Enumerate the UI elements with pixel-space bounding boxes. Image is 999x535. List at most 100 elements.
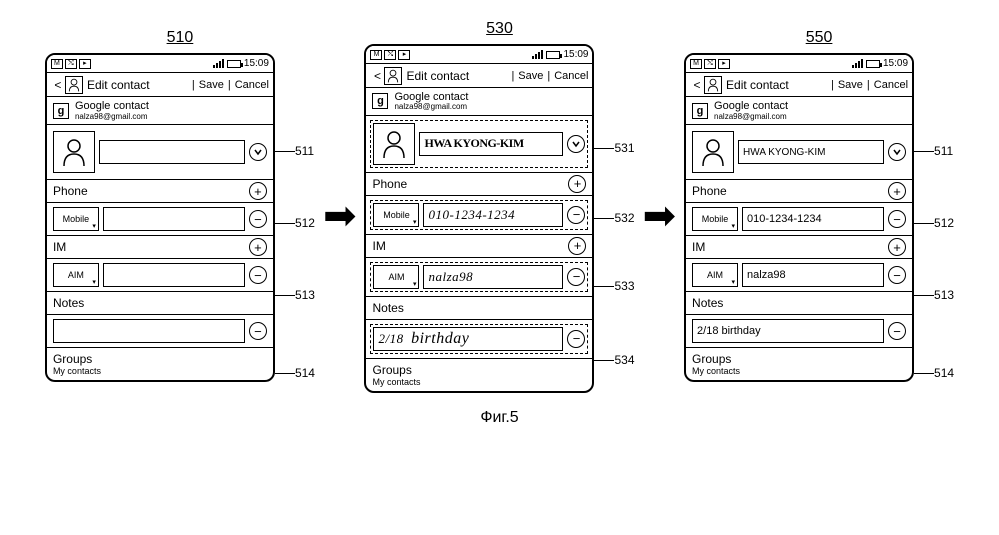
im-input[interactable]: nalza98 <box>742 263 884 287</box>
save-button[interactable]: Save <box>518 70 543 82</box>
im-input[interactable] <box>103 263 245 287</box>
add-im-button[interactable]: + <box>249 238 267 256</box>
back-button[interactable]: < <box>690 78 704 92</box>
screen-a-group: 510 M ⤭ ▸ 15:09 < <box>45 29 315 383</box>
groups-value: My contacts <box>53 366 267 376</box>
phone-handwrite-area[interactable]: Mobile 010-1234-1234 − <box>370 200 588 230</box>
avatar-icon[interactable] <box>373 123 415 165</box>
remove-im-button[interactable]: − <box>249 266 267 284</box>
name-row: HWA KYONG-KIM <box>686 125 912 180</box>
notes-input[interactable] <box>53 319 245 343</box>
im-section: IM + AIM nalza98 − <box>686 236 912 292</box>
expand-button[interactable] <box>567 135 585 153</box>
callout-b-1: 531 <box>614 141 634 155</box>
save-button[interactable]: Save <box>838 79 863 91</box>
notes-label: Notes <box>692 296 723 310</box>
avatar-mini-icon <box>65 76 83 94</box>
callouts-b: 531 532 533 534 <box>594 44 634 370</box>
callout-c-1: 511 <box>934 144 953 158</box>
im-label: IM <box>372 239 385 253</box>
callout-a-4: 514 <box>295 366 315 380</box>
notes-section: Notes 2/18 birthday − <box>686 292 912 348</box>
remove-phone-button[interactable]: − <box>567 206 585 224</box>
expand-button[interactable] <box>249 143 267 161</box>
phone-label: Phone <box>53 184 88 198</box>
battery-icon <box>546 51 560 59</box>
im-type-select[interactable]: AIM <box>692 263 738 287</box>
screen-c-group: 550 M ⤭ ▸ 15:09 < <box>684 29 954 383</box>
remove-notes-button[interactable]: − <box>567 330 585 348</box>
google-badge-icon: g <box>692 103 708 119</box>
add-im-button[interactable]: + <box>888 238 906 256</box>
notes-text: birthday <box>411 330 469 348</box>
phone-section: Phone + Mobile − <box>47 180 273 236</box>
expand-button[interactable] <box>888 143 906 161</box>
phone-input[interactable] <box>103 207 245 231</box>
phone-input[interactable]: 010-1234-1234 <box>423 203 563 227</box>
groups-label: Groups <box>53 352 267 366</box>
save-button[interactable]: Save <box>199 79 224 91</box>
status-bar: M ⤭ ▸ 15:09 <box>47 55 273 73</box>
add-im-button[interactable]: + <box>568 237 586 255</box>
play-icon: ▸ <box>398 50 410 60</box>
account-email: nalza98@gmail.com <box>714 113 788 122</box>
notes-input[interactable]: 2/18 birthday <box>692 319 884 343</box>
im-section: IM + AIM − <box>47 236 273 292</box>
back-button[interactable]: < <box>51 78 65 92</box>
figure-caption: Фиг.5 <box>20 409 979 427</box>
header-title: Edit contact <box>87 78 190 92</box>
remove-im-button[interactable]: − <box>567 268 585 286</box>
arrow-icon: ➡ <box>643 196 677 236</box>
back-button[interactable]: < <box>370 69 384 83</box>
remove-im-button[interactable]: − <box>888 266 906 284</box>
phone-type-select[interactable]: Mobile <box>692 207 738 231</box>
name-handwrite-area[interactable]: HWA KYONG-KIM <box>370 120 588 168</box>
avatar-icon[interactable] <box>692 131 734 173</box>
callouts-c: 511 512 513 514 <box>914 53 954 383</box>
im-label: IM <box>692 240 705 254</box>
screen-c-label: 550 <box>806 29 833 47</box>
notes-date: 2/18 <box>378 331 403 347</box>
account-email: nalza98@gmail.com <box>394 103 468 112</box>
add-phone-button[interactable]: + <box>888 182 906 200</box>
im-type-select[interactable]: AIM <box>53 263 99 287</box>
groups-section: Groups My contacts <box>366 359 592 391</box>
cancel-button[interactable]: Cancel <box>874 79 908 91</box>
signal-icon <box>532 50 543 59</box>
phone-type-select[interactable]: Mobile <box>373 203 419 227</box>
groups-label: Groups <box>372 363 586 377</box>
battery-icon <box>866 60 880 68</box>
notes-handwrite-area[interactable]: 2/18 birthday − <box>370 324 588 354</box>
screen-b-group: 530 M ⤭ ▸ 15:09 < <box>364 20 634 393</box>
groups-label: Groups <box>692 352 906 366</box>
phone-type-select[interactable]: Mobile <box>53 207 99 231</box>
name-input[interactable] <box>99 140 245 164</box>
sync-icon: ⤭ <box>65 59 77 69</box>
remove-phone-button[interactable]: − <box>888 210 906 228</box>
name-row <box>47 125 273 180</box>
notes-input[interactable]: 2/18 birthday <box>373 327 563 351</box>
add-phone-button[interactable]: + <box>249 182 267 200</box>
sync-icon: ⤭ <box>384 50 396 60</box>
sync-icon: ⤭ <box>704 59 716 69</box>
mail-icon: M <box>51 59 63 69</box>
account-row: g Google contact nalza98@gmail.com <box>366 88 592 116</box>
name-input[interactable]: HWA KYONG-KIM <box>419 132 563 156</box>
signal-icon <box>213 59 224 68</box>
name-input[interactable]: HWA KYONG-KIM <box>738 140 884 164</box>
im-handwrite-area[interactable]: AIM nalza98 − <box>370 262 588 292</box>
im-input[interactable]: nalza98 <box>423 265 563 289</box>
play-icon: ▸ <box>79 59 91 69</box>
phone-input[interactable]: 010-1234-1234 <box>742 207 884 231</box>
remove-phone-button[interactable]: − <box>249 210 267 228</box>
im-section: IM + AIM nalza98 − <box>366 235 592 297</box>
avatar-icon[interactable] <box>53 131 95 173</box>
remove-notes-button[interactable]: − <box>249 322 267 340</box>
cancel-button[interactable]: Cancel <box>554 70 588 82</box>
add-phone-button[interactable]: + <box>568 175 586 193</box>
mail-icon: M <box>690 59 702 69</box>
remove-notes-button[interactable]: − <box>888 322 906 340</box>
cancel-button[interactable]: Cancel <box>235 79 269 91</box>
im-type-select[interactable]: AIM <box>373 265 419 289</box>
avatar-mini-icon <box>704 76 722 94</box>
